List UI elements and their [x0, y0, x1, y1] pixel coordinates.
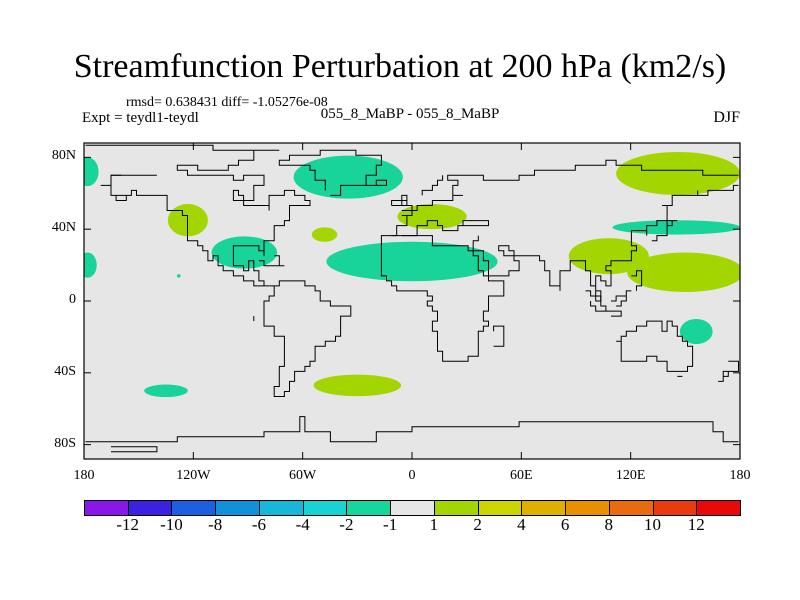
colorbar-swatch	[258, 500, 304, 516]
colorbar-swatch	[390, 500, 435, 516]
coastlines	[85, 144, 739, 453]
lat-label: 40S	[54, 363, 76, 379]
coastline-10	[718, 360, 739, 382]
coastline-12	[605, 310, 622, 317]
colorbar-label: -12	[116, 515, 140, 534]
colorbar-swatch	[171, 500, 217, 516]
colorbar-label: 6	[560, 515, 570, 534]
lat-label: 0	[69, 292, 76, 307]
coastline-2	[380, 235, 505, 362]
colorbar-swatch	[127, 500, 173, 516]
coastline-18	[278, 149, 382, 196]
positive-anomaly-12	[627, 252, 740, 293]
colorbar-swatch	[433, 500, 479, 516]
lat-label: 40N	[51, 220, 76, 236]
map-background	[84, 143, 740, 459]
coastline-22	[493, 325, 505, 347]
colorbar-swatch	[477, 500, 523, 516]
colorbar-label: 8	[604, 515, 614, 534]
positive-anomaly-11	[568, 238, 649, 275]
statistics-text: rmsd= 0.638431 diff= -1.05276e-08	[126, 95, 328, 110]
colorbar-label: -4	[295, 515, 310, 534]
coastline-15	[401, 194, 413, 211]
lon-label: 120E	[615, 468, 646, 483]
coastline-16	[391, 200, 403, 206]
colorbar-swatch	[608, 500, 654, 516]
colorbar-label: -8	[208, 515, 223, 534]
lon-label: 180	[729, 468, 751, 483]
colorbar-label: 4	[517, 515, 526, 534]
lon-label: 180	[73, 468, 95, 483]
lon-label: 60E	[510, 468, 533, 483]
lat-label: 80N	[51, 148, 76, 164]
negative-anomaly-6	[293, 155, 403, 199]
lon-label: 120W	[176, 468, 211, 483]
coastline-14	[651, 220, 678, 242]
positive-anomaly-15	[313, 374, 402, 397]
plot-title: Streamfunction Perturbation at 200 hPa (…	[73, 48, 727, 85]
colorbar-swatch	[565, 500, 610, 516]
negative-anomaly-0	[84, 157, 99, 187]
coastline-11	[585, 290, 607, 312]
colorbar	[84, 500, 741, 516]
positive-anomaly-5	[311, 227, 338, 242]
coastline-1	[263, 280, 352, 397]
colorbar-label: 1	[429, 515, 439, 534]
negative-anomaly-3	[211, 236, 278, 269]
colorbar-label: 12	[687, 515, 705, 534]
colorbar-label: -10	[160, 515, 183, 534]
colorbar-label: 10	[644, 515, 662, 534]
colorbar-swatch	[84, 500, 129, 516]
colorbar-label: 2	[473, 515, 482, 534]
colorbar-swatch	[215, 500, 260, 516]
lon-label: 0	[408, 468, 416, 483]
lon-label: 60W	[289, 468, 317, 483]
negative-anomaly-8	[326, 241, 498, 282]
case-id-label: 055_8_MaBP - 055_8_MaBP	[320, 106, 500, 122]
coastline-13	[611, 290, 632, 307]
negative-anomaly-4	[176, 274, 181, 278]
negative-anomaly-1	[84, 252, 97, 278]
positive-anomaly-9	[616, 151, 740, 196]
colorbar-swatch	[652, 500, 698, 516]
coastline-4	[421, 175, 444, 196]
map-frame	[83, 142, 741, 460]
colorbar-label: -1	[383, 515, 398, 534]
coastline-0	[85, 144, 311, 287]
season-label: DJF	[713, 109, 740, 126]
colorbar-swatch	[302, 500, 348, 516]
coastline-8	[616, 320, 694, 372]
positive-anomaly-7	[397, 204, 467, 230]
colorbar-swatch	[696, 500, 741, 516]
experiment-label: Expt = teydl1-teydl	[82, 110, 199, 126]
coastline-5	[401, 220, 489, 237]
colorbar-swatch	[521, 500, 567, 516]
colorbar-label: -6	[251, 515, 266, 534]
colorbar-swatch	[346, 500, 392, 516]
colorbar-label: -2	[339, 515, 354, 534]
coastline-17	[366, 179, 387, 186]
coastline-20	[111, 446, 158, 453]
lat-label: 80S	[54, 435, 76, 451]
coastline-19	[85, 416, 739, 443]
negative-anomaly-14	[144, 384, 188, 398]
coastline-24	[631, 270, 643, 291]
coastline-7	[100, 174, 122, 186]
coastline-25	[258, 255, 285, 267]
negative-anomaly-13	[679, 318, 713, 345]
